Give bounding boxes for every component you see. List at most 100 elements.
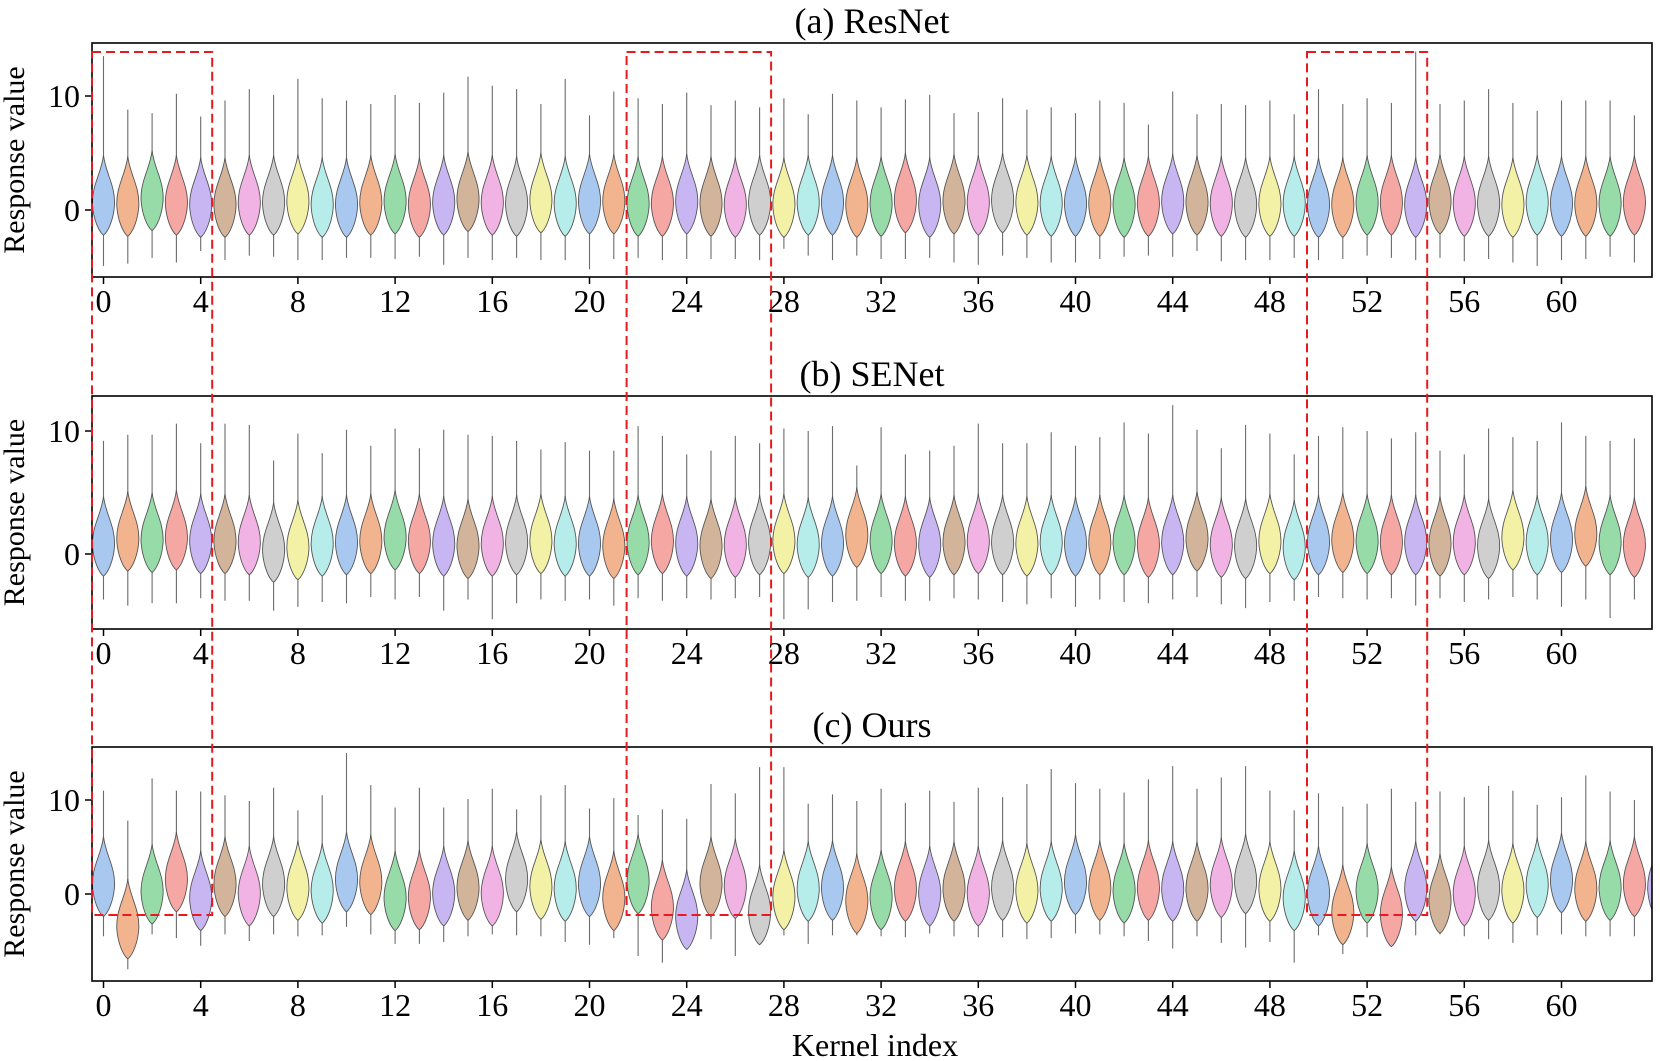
x-tick-label: 52 bbox=[1351, 987, 1383, 1023]
violin-40 bbox=[1064, 496, 1087, 577]
violin-57 bbox=[1477, 156, 1501, 237]
violin-59 bbox=[1525, 837, 1549, 919]
violin-53 bbox=[1379, 155, 1403, 236]
x-tick-label: 12 bbox=[379, 635, 411, 671]
violin-44 bbox=[1161, 494, 1185, 576]
violin-61 bbox=[1574, 841, 1598, 922]
x-tick-label: 20 bbox=[574, 987, 606, 1023]
violin-25 bbox=[699, 498, 723, 580]
violin-30 bbox=[821, 496, 844, 577]
violin-46 bbox=[1209, 156, 1233, 237]
violin-24 bbox=[675, 496, 699, 577]
violin-23 bbox=[650, 860, 674, 941]
violin-27 bbox=[748, 494, 772, 576]
violin-10 bbox=[335, 157, 358, 238]
violin-63 bbox=[1622, 155, 1646, 236]
x-tick-label: 0 bbox=[96, 987, 112, 1023]
x-tick-label: 48 bbox=[1254, 635, 1286, 671]
violin-41 bbox=[1088, 156, 1112, 237]
x-tick-label: 4 bbox=[193, 635, 209, 671]
violin-8 bbox=[286, 499, 310, 581]
violin-46 bbox=[1209, 837, 1233, 919]
violin-45 bbox=[1185, 491, 1209, 572]
violin-28 bbox=[772, 849, 796, 931]
violin-58 bbox=[1501, 157, 1525, 238]
violin-14 bbox=[432, 496, 456, 577]
violin-6 bbox=[237, 155, 261, 236]
y-tick-label: 0 bbox=[64, 536, 80, 572]
violin-33 bbox=[893, 152, 917, 234]
violin-42 bbox=[1112, 843, 1136, 924]
violin-24 bbox=[675, 153, 699, 235]
violin-28 bbox=[772, 493, 796, 575]
violin-29 bbox=[796, 497, 820, 578]
violin-52 bbox=[1355, 155, 1379, 236]
x-tick-label: 44 bbox=[1157, 635, 1189, 671]
violin-52 bbox=[1355, 493, 1379, 575]
violin-1 bbox=[116, 878, 140, 960]
violin-3 bbox=[164, 155, 188, 236]
x-tick-label: 8 bbox=[290, 987, 306, 1023]
violin-3 bbox=[164, 831, 188, 913]
violin-41 bbox=[1088, 840, 1112, 921]
plot-frame bbox=[91, 42, 1653, 278]
panel-title: (a) ResNet bbox=[795, 1, 950, 41]
x-tick-label: 48 bbox=[1254, 987, 1286, 1023]
violin-7 bbox=[262, 502, 286, 583]
violin-9 bbox=[310, 157, 334, 238]
x-tick-label: 24 bbox=[671, 283, 703, 319]
violin-38 bbox=[1015, 155, 1039, 236]
violin-43 bbox=[1136, 497, 1160, 578]
violin-51 bbox=[1331, 864, 1355, 946]
violin-47 bbox=[1234, 498, 1258, 580]
x-tick-label: 8 bbox=[290, 635, 306, 671]
violin-43 bbox=[1136, 156, 1160, 237]
x-tick-label: 16 bbox=[476, 635, 508, 671]
violin-32 bbox=[869, 849, 893, 931]
violin-40 bbox=[1064, 156, 1087, 237]
violins bbox=[92, 51, 1646, 270]
violin-6 bbox=[237, 845, 261, 927]
y-tick-label: 10 bbox=[48, 782, 80, 818]
violin-2 bbox=[140, 150, 164, 232]
x-tick-label: 20 bbox=[574, 635, 606, 671]
violin-59 bbox=[1525, 494, 1549, 576]
violin-62 bbox=[1598, 840, 1622, 921]
violin-8 bbox=[286, 153, 310, 235]
violin-47 bbox=[1234, 157, 1258, 238]
violin-39 bbox=[1039, 841, 1063, 922]
violin-56 bbox=[1452, 845, 1476, 927]
x-tick-label: 16 bbox=[476, 987, 508, 1023]
violin-22 bbox=[626, 494, 650, 576]
violin-18 bbox=[529, 493, 553, 575]
violin-20 bbox=[578, 496, 601, 577]
violin-42 bbox=[1112, 494, 1136, 576]
violin-1 bbox=[116, 156, 140, 237]
violin-53 bbox=[1379, 866, 1403, 948]
violin-17 bbox=[505, 831, 529, 913]
violin-64 bbox=[1647, 863, 1652, 911]
violin-49 bbox=[1282, 850, 1306, 932]
x-tick-label: 28 bbox=[768, 635, 800, 671]
violin-45 bbox=[1185, 155, 1209, 236]
violin-36 bbox=[966, 845, 990, 927]
violin-51 bbox=[1331, 157, 1355, 238]
x-tick-label: 24 bbox=[671, 987, 703, 1023]
violin-36 bbox=[966, 155, 990, 236]
violin-32 bbox=[869, 493, 893, 575]
panel-title: (c) Ours bbox=[813, 705, 932, 745]
x-tick-label: 12 bbox=[379, 283, 411, 319]
x-tick-label: 56 bbox=[1448, 987, 1480, 1023]
x-tick-label: 36 bbox=[962, 283, 994, 319]
violin-11 bbox=[359, 155, 383, 236]
violin-3 bbox=[164, 489, 188, 571]
violin-5 bbox=[213, 836, 237, 918]
x-tick-label: 60 bbox=[1546, 987, 1578, 1023]
violin-22 bbox=[626, 833, 650, 915]
violin-42 bbox=[1112, 157, 1136, 238]
violin-19 bbox=[553, 841, 577, 922]
x-tick-label: 40 bbox=[1060, 987, 1092, 1023]
x-tick-label: 32 bbox=[865, 283, 897, 319]
